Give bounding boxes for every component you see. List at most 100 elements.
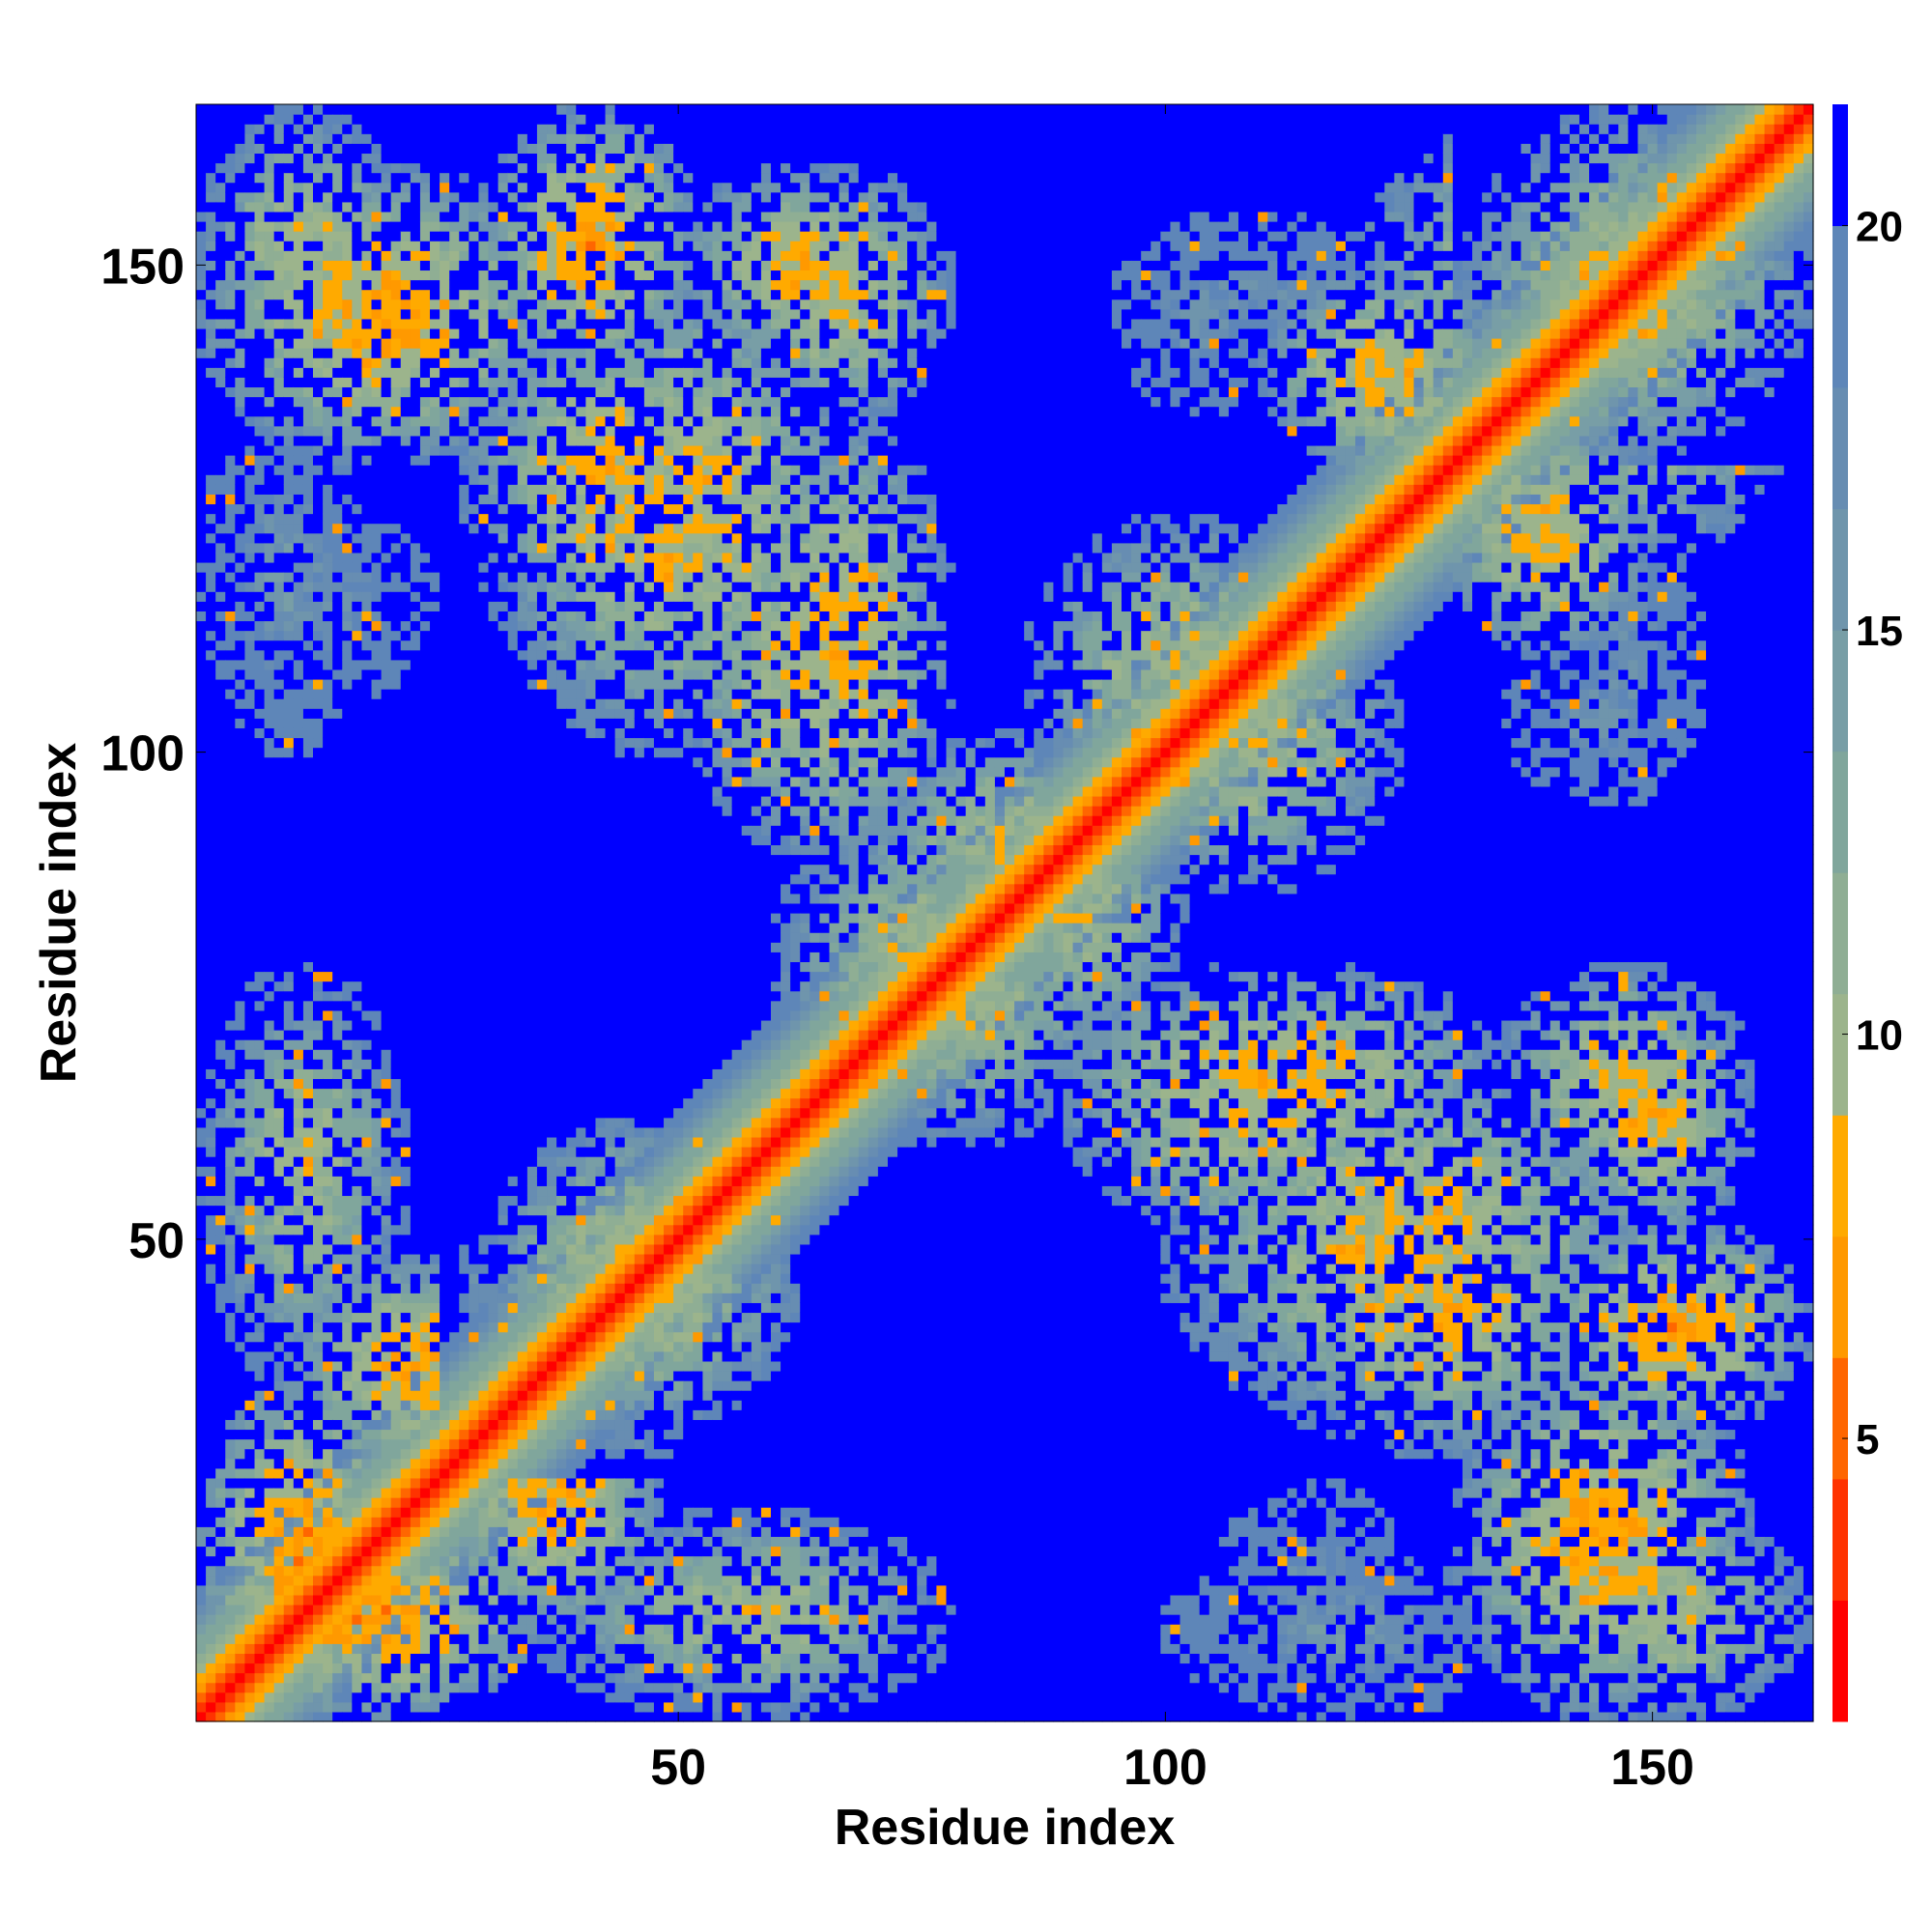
heatmap-cell <box>255 679 266 690</box>
heatmap-cell <box>265 465 275 475</box>
heatmap-cell <box>372 806 383 816</box>
heatmap-cell <box>206 961 216 972</box>
heatmap-cell <box>332 1712 343 1722</box>
heatmap-cell <box>225 202 236 213</box>
heatmap-cell <box>225 884 236 895</box>
heatmap-cell <box>382 1068 392 1079</box>
heatmap-cell <box>196 1673 207 1684</box>
heatmap-cell <box>274 143 285 154</box>
heatmap-cell <box>294 221 304 232</box>
heatmap-cell <box>284 1001 295 1011</box>
heatmap-cell <box>372 250 383 261</box>
heatmap-cell <box>206 620 216 631</box>
heatmap-cell <box>206 591 216 602</box>
heatmap-cell <box>361 1429 372 1439</box>
heatmap-cell <box>206 1176 216 1186</box>
heatmap-cell <box>313 445 324 456</box>
heatmap-cell <box>265 319 275 329</box>
heatmap-cell <box>342 212 353 222</box>
heatmap-cell <box>323 572 333 582</box>
heatmap-cell <box>274 972 285 982</box>
heatmap-cell <box>235 1576 245 1586</box>
heatmap-cell <box>206 1225 216 1236</box>
heatmap-cell <box>225 1206 236 1216</box>
heatmap-cell <box>361 357 372 368</box>
heatmap-cell <box>274 1556 285 1567</box>
heatmap-cell <box>342 436 353 446</box>
heatmap-cell <box>352 426 362 437</box>
heatmap-cell <box>196 854 207 865</box>
heatmap-cell <box>303 854 314 865</box>
heatmap-cell <box>225 231 236 242</box>
heatmap-cell <box>274 1342 285 1352</box>
heatmap-cell <box>196 903 207 914</box>
heatmap-cell <box>284 669 295 680</box>
heatmap-cell <box>332 183 343 193</box>
heatmap-cell <box>215 553 226 563</box>
heatmap-cell <box>265 1662 275 1673</box>
heatmap-cell <box>323 1020 333 1031</box>
heatmap-cell <box>323 981 333 992</box>
heatmap-cell <box>244 913 255 923</box>
heatmap-cell <box>274 591 285 602</box>
heatmap-cell <box>361 923 372 933</box>
heatmap-cell <box>225 1001 236 1011</box>
heatmap-cell <box>196 786 207 797</box>
heatmap-cell <box>372 854 383 865</box>
heatmap-cell <box>206 718 216 728</box>
heatmap-cell <box>225 631 236 641</box>
heatmap-cell <box>235 1225 245 1236</box>
heatmap-cell <box>294 1371 304 1381</box>
heatmap-cell <box>206 1380 216 1391</box>
heatmap-cell <box>294 1098 304 1109</box>
heatmap-cell <box>244 562 255 573</box>
heatmap-cell <box>303 815 314 826</box>
heatmap-cell <box>382 1185 392 1196</box>
heatmap-cell <box>313 874 324 885</box>
heatmap-cell <box>294 708 304 719</box>
heatmap-cell <box>274 1030 285 1040</box>
heatmap-cell <box>323 260 333 270</box>
heatmap-cell <box>265 1001 275 1011</box>
heatmap-cell <box>342 1020 353 1031</box>
heatmap-cell <box>235 1371 245 1381</box>
heatmap-cell <box>244 1595 255 1605</box>
heatmap-cell <box>284 309 295 320</box>
heatmap-cell <box>294 815 304 826</box>
heatmap-cell <box>255 942 266 952</box>
heatmap-cell <box>274 1078 285 1089</box>
heatmap-cell <box>382 1624 392 1634</box>
heatmap-cell <box>342 952 353 962</box>
heatmap-cell <box>206 708 216 719</box>
heatmap-cell <box>352 445 362 456</box>
heatmap-cell <box>294 202 304 213</box>
heatmap-cell <box>361 835 372 845</box>
heatmap-cell <box>206 299 216 310</box>
heatmap-cell <box>361 367 372 378</box>
heatmap-cell <box>265 562 275 573</box>
heatmap-cell <box>323 173 333 184</box>
heatmap-cell <box>372 328 383 339</box>
heatmap-cell <box>323 1517 333 1527</box>
heatmap-cell <box>352 903 362 914</box>
heatmap-cell <box>196 436 207 446</box>
heatmap-cell <box>215 1459 226 1469</box>
heatmap-cell <box>265 1595 275 1605</box>
heatmap-cell <box>323 153 333 163</box>
heatmap-cell <box>332 1409 343 1420</box>
heatmap-cell <box>372 153 383 163</box>
heatmap-cell <box>342 1225 353 1236</box>
heatmap-cell <box>361 854 372 865</box>
heatmap-cell <box>352 1254 362 1264</box>
heatmap-cell <box>284 865 295 875</box>
heatmap-cell <box>274 1478 285 1489</box>
heatmap-cell <box>225 348 236 358</box>
heatmap-cell <box>313 455 324 466</box>
heatmap-cell <box>206 1566 216 1577</box>
heatmap-cell <box>225 591 236 602</box>
heatmap-cell <box>313 1361 324 1372</box>
heatmap-cell <box>313 1302 324 1313</box>
heatmap-cell <box>372 386 383 397</box>
heatmap-cell <box>215 1536 226 1547</box>
heatmap-cell <box>313 524 324 534</box>
